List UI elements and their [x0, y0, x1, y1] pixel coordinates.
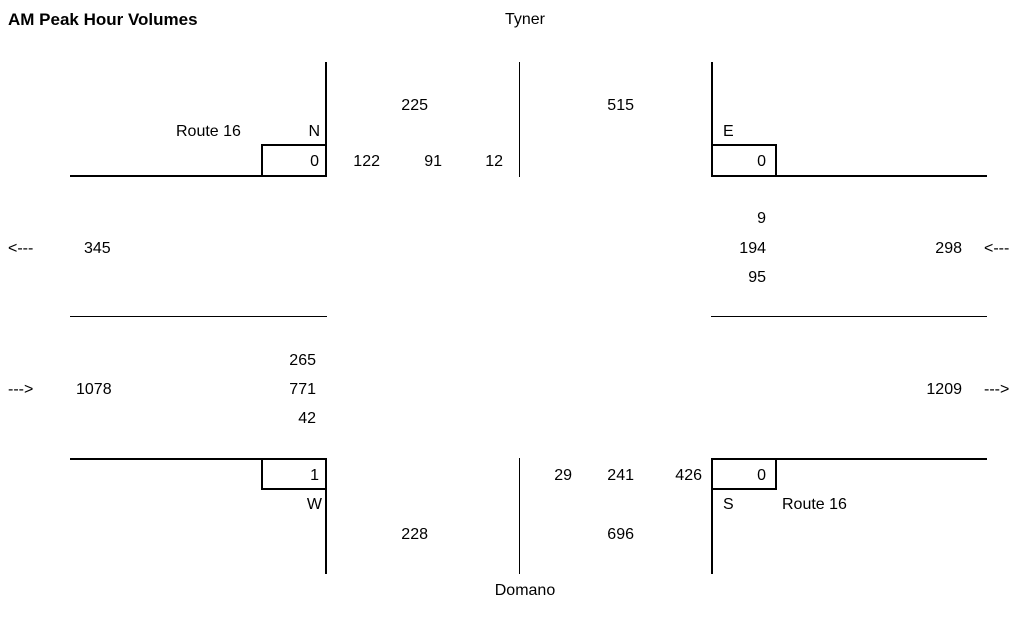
north-total-out: 515 [607, 97, 634, 114]
se-curb-vertical [711, 458, 713, 574]
ne-box [711, 144, 777, 177]
nw-curb-vertical [325, 62, 327, 177]
north-median [519, 62, 520, 177]
se-box-value: 0 [757, 467, 766, 484]
se-curb-horizontal [711, 458, 987, 460]
south-movement-1: 29 [554, 467, 572, 484]
sw-curb-vertical [325, 458, 327, 574]
street-name-north: Tyner [504, 11, 545, 28]
page-title: AM Peak Hour Volumes [8, 10, 198, 29]
west-total-in: 1078 [76, 381, 112, 398]
west-movement-3: 42 [298, 410, 316, 427]
sw-curb-horizontal [70, 458, 327, 460]
quadrant-label-e: E [723, 123, 734, 140]
quadrant-label-n: N [308, 123, 320, 140]
nw-box-value: 0 [310, 153, 319, 170]
north-total-in: 225 [401, 97, 428, 114]
south-movement-3: 426 [675, 467, 702, 484]
east-total-out: 1209 [926, 381, 962, 398]
sw-box-value: 1 [310, 467, 319, 484]
north-movement-3: 12 [485, 153, 503, 170]
arrow-left-east: <--- [984, 240, 1010, 257]
se-box [711, 458, 777, 490]
arrow-right-west: ---> [8, 381, 34, 398]
quadrant-label-s: S [723, 496, 734, 513]
nw-curb-horizontal [70, 175, 327, 177]
south-median [519, 458, 520, 574]
nw-box [261, 144, 327, 177]
ne-curb-horizontal [711, 175, 987, 177]
east-total-in: 298 [935, 240, 962, 257]
west-median [70, 316, 327, 317]
sw-box [261, 458, 327, 490]
ne-box-value: 0 [757, 153, 766, 170]
east-movement-3: 95 [748, 269, 766, 286]
route-label-se: Route 16 [782, 496, 847, 513]
east-median [711, 316, 987, 317]
south-movement-2: 241 [607, 467, 634, 484]
south-total-in: 696 [607, 526, 634, 543]
arrow-right-east: ---> [984, 381, 1010, 398]
west-total-out: 345 [84, 240, 111, 257]
east-movement-2: 194 [739, 240, 766, 257]
east-movement-1: 9 [757, 210, 766, 227]
west-movement-1: 265 [289, 352, 316, 369]
north-movement-1: 122 [353, 153, 380, 170]
route-label-nw: Route 16 [176, 123, 241, 140]
quadrant-label-w: W [306, 496, 322, 513]
arrow-left-west: <--- [8, 240, 34, 257]
north-movement-2: 91 [424, 153, 442, 170]
south-total-out: 228 [401, 526, 428, 543]
ne-curb-vertical [711, 62, 713, 177]
west-movement-2: 771 [289, 381, 316, 398]
street-name-south: Domano [494, 582, 556, 599]
